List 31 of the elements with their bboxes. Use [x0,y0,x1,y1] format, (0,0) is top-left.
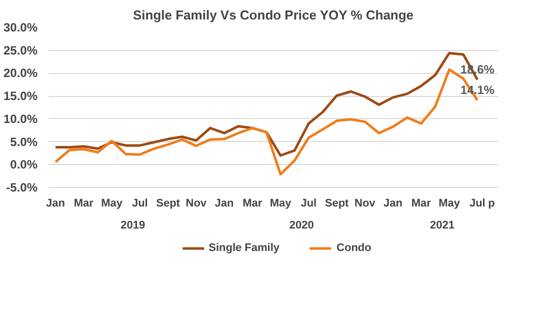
x-tick-label: Jul [132,198,148,210]
y-tick-label: -5.0% [6,180,38,194]
x-tick-label: Jul [300,198,317,210]
x-tick-label: Mar [411,198,432,210]
x-tick-label: Sept [324,198,350,210]
x-tick-label: Nov [354,198,376,210]
y-tick-label: 5.0% [10,134,38,149]
y-tick-label: 20.0% [3,66,38,80]
x-tick-label: Mar [242,198,263,210]
x-tick-label: Jan [384,198,403,210]
text: 2021 [430,220,454,232]
y-tick-label: 0.0% [10,158,38,172]
x-tick-label: May [270,198,292,210]
x-tick-label: Jan [46,198,66,210]
y-tick-label: 15.0% [3,89,38,104]
legend-label: Condo [336,242,372,254]
x-tick-label: Jul [469,198,486,210]
x-tick-label: Nov [186,198,208,210]
x-tick-label: Mar [74,198,94,210]
y-tick-label: 10.0% [3,112,38,126]
y-tick-label: 30.0% [3,20,38,34]
text: 2019 [120,220,146,232]
chart-title: Single Family Vs Condo Price YOY % Change [132,8,414,22]
x-tick-label: Jan [214,198,234,210]
x-tick-label: May [101,198,124,210]
x-tick-label: p [488,198,496,210]
x-tick-label: May [438,198,461,210]
x-tick-label: Sept [156,198,180,210]
legend-label: Single Family [208,242,280,254]
text: 2020 [289,220,314,232]
y-tick-label: 25.0% [3,43,38,58]
